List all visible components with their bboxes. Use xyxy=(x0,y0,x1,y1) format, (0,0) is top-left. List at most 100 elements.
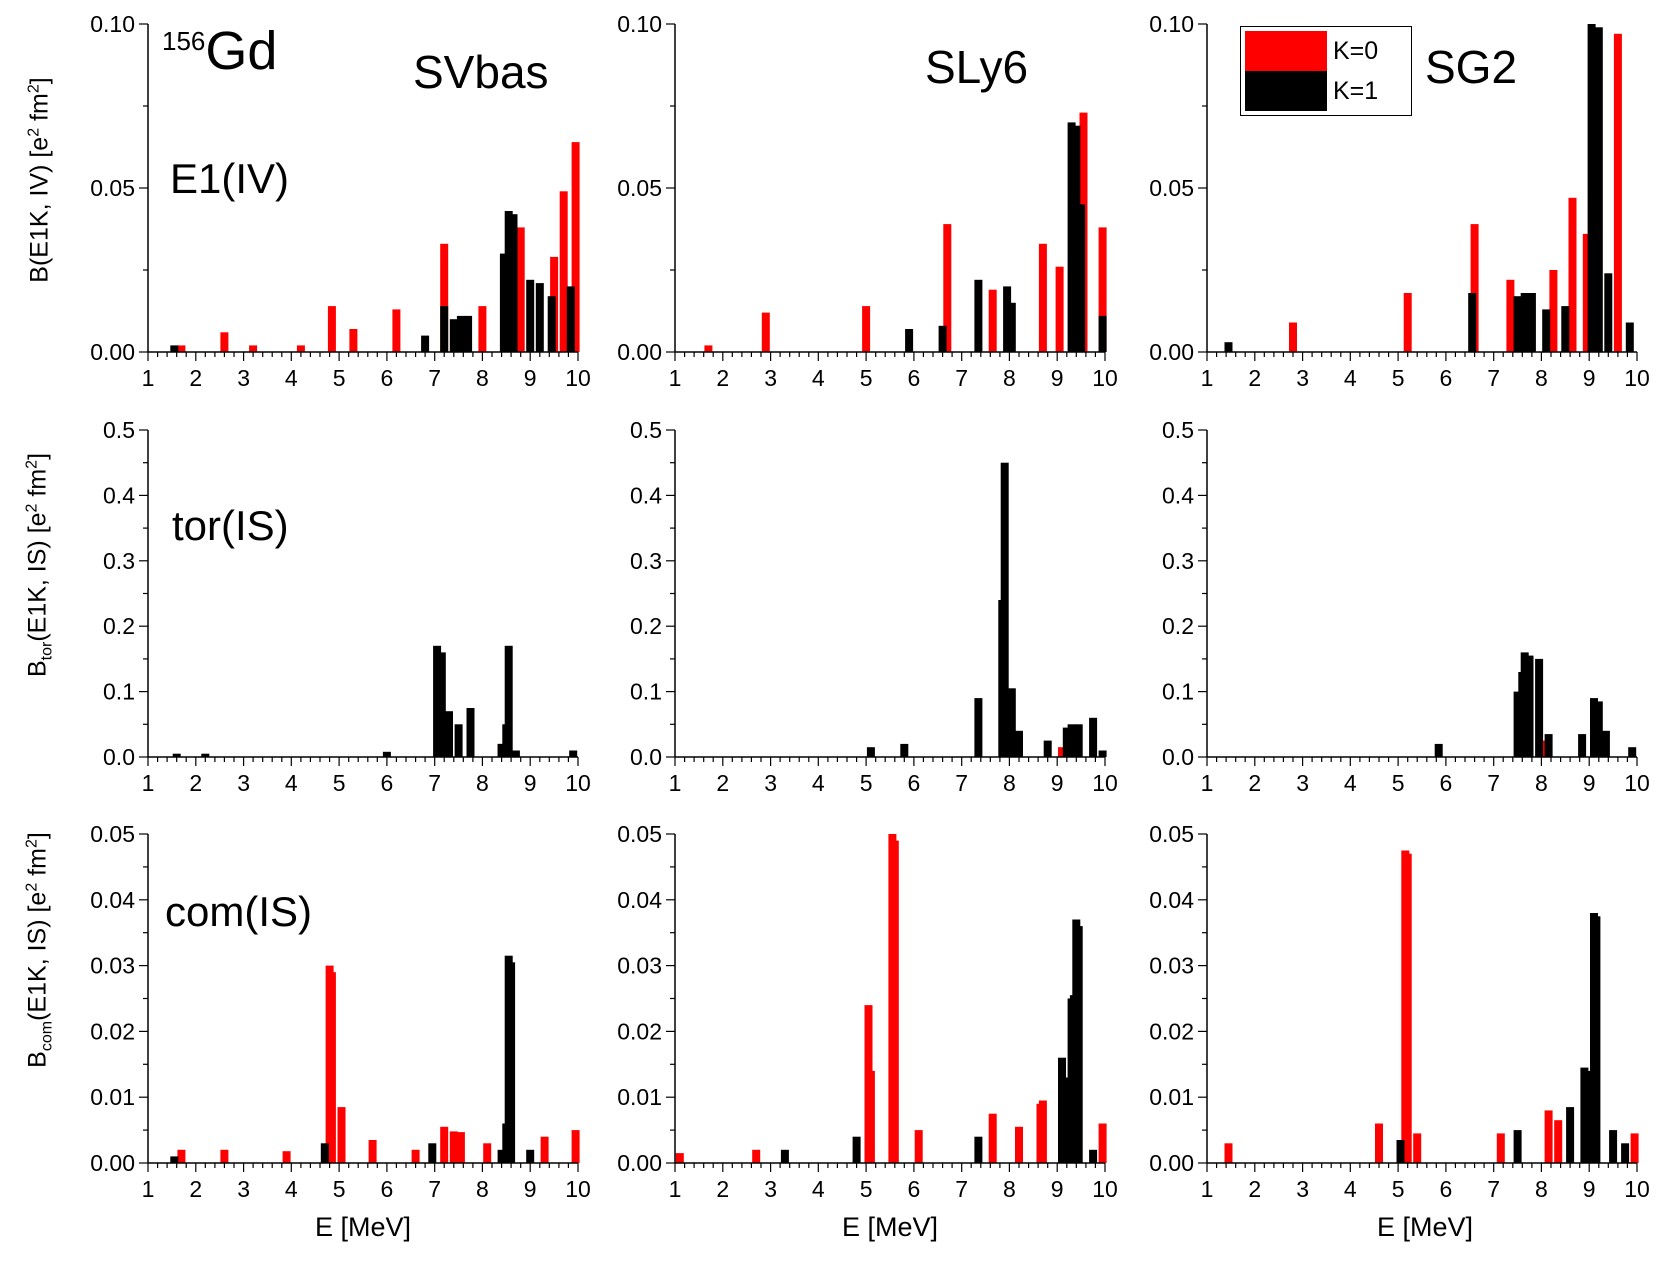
x-tick-label: 3 xyxy=(1296,1176,1309,1202)
bar-k1 xyxy=(449,319,458,352)
x-tick-label: 2 xyxy=(1248,365,1261,391)
x-tick-label: 3 xyxy=(1296,770,1309,796)
x-tick-label: 5 xyxy=(1392,770,1405,796)
x-tick-label: 3 xyxy=(764,770,777,796)
bar-k0 xyxy=(1015,1126,1023,1163)
bar-k0 xyxy=(1224,1143,1233,1163)
x-tick-label: 10 xyxy=(565,1176,591,1202)
y-tick-label: 0.05 xyxy=(617,821,662,847)
y-tick-label: 0.05 xyxy=(617,175,662,201)
bars-tor-is-sly6 xyxy=(866,462,1107,757)
x-tick-label: 7 xyxy=(1487,1176,1500,1202)
bar-k1 xyxy=(547,296,556,352)
x-tick-label: 9 xyxy=(1583,365,1596,391)
bar-k1 xyxy=(1513,691,1522,757)
y-tick-label: 0.04 xyxy=(1149,887,1194,913)
bar-k0 xyxy=(220,1149,229,1163)
bar-k1 xyxy=(1566,1107,1575,1163)
bar-k1 xyxy=(1067,724,1076,757)
y-tick-label: 0.02 xyxy=(90,1018,135,1044)
y-axis-label-row1: B(E1K, IV) [e2 fm2] xyxy=(25,77,54,283)
bar-k1 xyxy=(1513,296,1522,352)
bar-k0 xyxy=(1582,233,1591,352)
bar-k1 xyxy=(445,711,453,757)
x-tick-label: 6 xyxy=(381,770,394,796)
bar-k1 xyxy=(974,1136,983,1163)
bar-k0 xyxy=(1413,1133,1422,1163)
bar-k0 xyxy=(368,1140,377,1163)
x-tick-label: 2 xyxy=(716,365,729,391)
y-tick-label: 0.0 xyxy=(1162,744,1194,770)
bar-k0 xyxy=(890,840,899,1163)
x-tick-label: 1 xyxy=(1201,1176,1214,1202)
x-tick-label: 4 xyxy=(1344,1176,1357,1202)
y-tick-label: 0.02 xyxy=(1149,1018,1194,1044)
x-tick-label: 10 xyxy=(1624,365,1650,391)
y-tick-label: 0.00 xyxy=(1149,339,1194,365)
y-tick-label: 0.2 xyxy=(1162,613,1194,639)
bar-k1 xyxy=(938,325,947,352)
bar-k1 xyxy=(1590,698,1598,757)
panel-tor-is-svbas: 1 2 3 4 5 6 7 8 9 10 0.0 0.1 0.2 0.3 0.4 0.5 xyxy=(103,417,591,796)
legend-swatch-k0 xyxy=(1245,31,1327,71)
x-tick-label: 4 xyxy=(1344,365,1357,391)
bar-k1 xyxy=(466,708,475,757)
bar-k0 xyxy=(516,227,525,352)
model-label-svbas: SVbas xyxy=(413,46,549,98)
x-tick-label: 5 xyxy=(333,770,346,796)
x-axis-label-col1: E [MeV] xyxy=(314,1212,412,1242)
bar-k1 xyxy=(1604,273,1613,352)
bar-k1 xyxy=(504,645,513,757)
bar-k0 xyxy=(249,345,258,352)
y-tick-label: 0.0 xyxy=(630,744,662,770)
y-tick-label: 0.01 xyxy=(1149,1084,1194,1110)
bar-k0 xyxy=(1055,266,1064,352)
bar-k1 xyxy=(1621,1143,1630,1163)
y-tick-label: 0.04 xyxy=(617,887,662,913)
bar-k0 xyxy=(675,1153,684,1163)
bar-k0 xyxy=(327,972,336,1163)
x-tick-label: 3 xyxy=(764,365,777,391)
bar-k1 xyxy=(1520,652,1529,757)
x-tick-label: 5 xyxy=(1392,1176,1405,1202)
y-tick-label: 0.1 xyxy=(1162,679,1194,705)
y-tick-label: 0.00 xyxy=(90,339,135,365)
bar-k0 xyxy=(1375,1123,1383,1163)
bar-k1 xyxy=(866,747,875,757)
bar-k0 xyxy=(483,1143,492,1163)
bar-k1 xyxy=(1609,1130,1618,1163)
bar-k1 xyxy=(535,283,544,352)
x-tick-label: 8 xyxy=(1003,770,1016,796)
x-tick-label: 5 xyxy=(860,770,873,796)
bar-k0 xyxy=(282,1151,291,1163)
x-tick-label: 6 xyxy=(908,365,921,391)
bars-com-is-sly6 xyxy=(675,834,1107,1163)
x-tick-label: 6 xyxy=(1440,770,1453,796)
legend-item-k0: K=0 xyxy=(1245,31,1405,71)
bar-k1 xyxy=(170,345,179,352)
bar-k1 xyxy=(504,211,513,352)
row-label-e1-iv: E1(IV) xyxy=(170,155,290,202)
bar-k1 xyxy=(1007,688,1016,757)
x-tick-label: 5 xyxy=(860,365,873,391)
x-tick-label: 1 xyxy=(669,770,682,796)
row-label-com-is: com(IS) xyxy=(165,888,312,935)
x-tick-label: 3 xyxy=(237,770,250,796)
bar-k1 xyxy=(437,652,446,757)
y-tick-label: 0.4 xyxy=(630,482,662,508)
model-label-sly6: SLy6 xyxy=(925,41,1029,93)
y-tick-label: 0.01 xyxy=(617,1084,662,1110)
panel-e1-iv-svbas: 1 2 3 4 5 6 7 8 9 10 0.00 0.05 0.10 xyxy=(90,11,591,391)
bar-k1 xyxy=(440,306,449,352)
y-tick-label: 0.3 xyxy=(1162,548,1194,574)
x-tick-label: 7 xyxy=(428,365,441,391)
bar-k0 xyxy=(752,1149,761,1163)
bar-k0 xyxy=(337,1107,346,1163)
bar-k1 xyxy=(421,335,430,352)
bar-k1 xyxy=(1098,315,1107,352)
bar-k0 xyxy=(1038,243,1047,352)
x-tick-label: 8 xyxy=(476,365,489,391)
bar-k0 xyxy=(1544,1110,1553,1163)
panel-tor-is-sg2: 1 2 3 4 5 6 7 8 9 10 0.0 0.1 0.2 0.3 0.4 0.5 xyxy=(1162,417,1650,796)
